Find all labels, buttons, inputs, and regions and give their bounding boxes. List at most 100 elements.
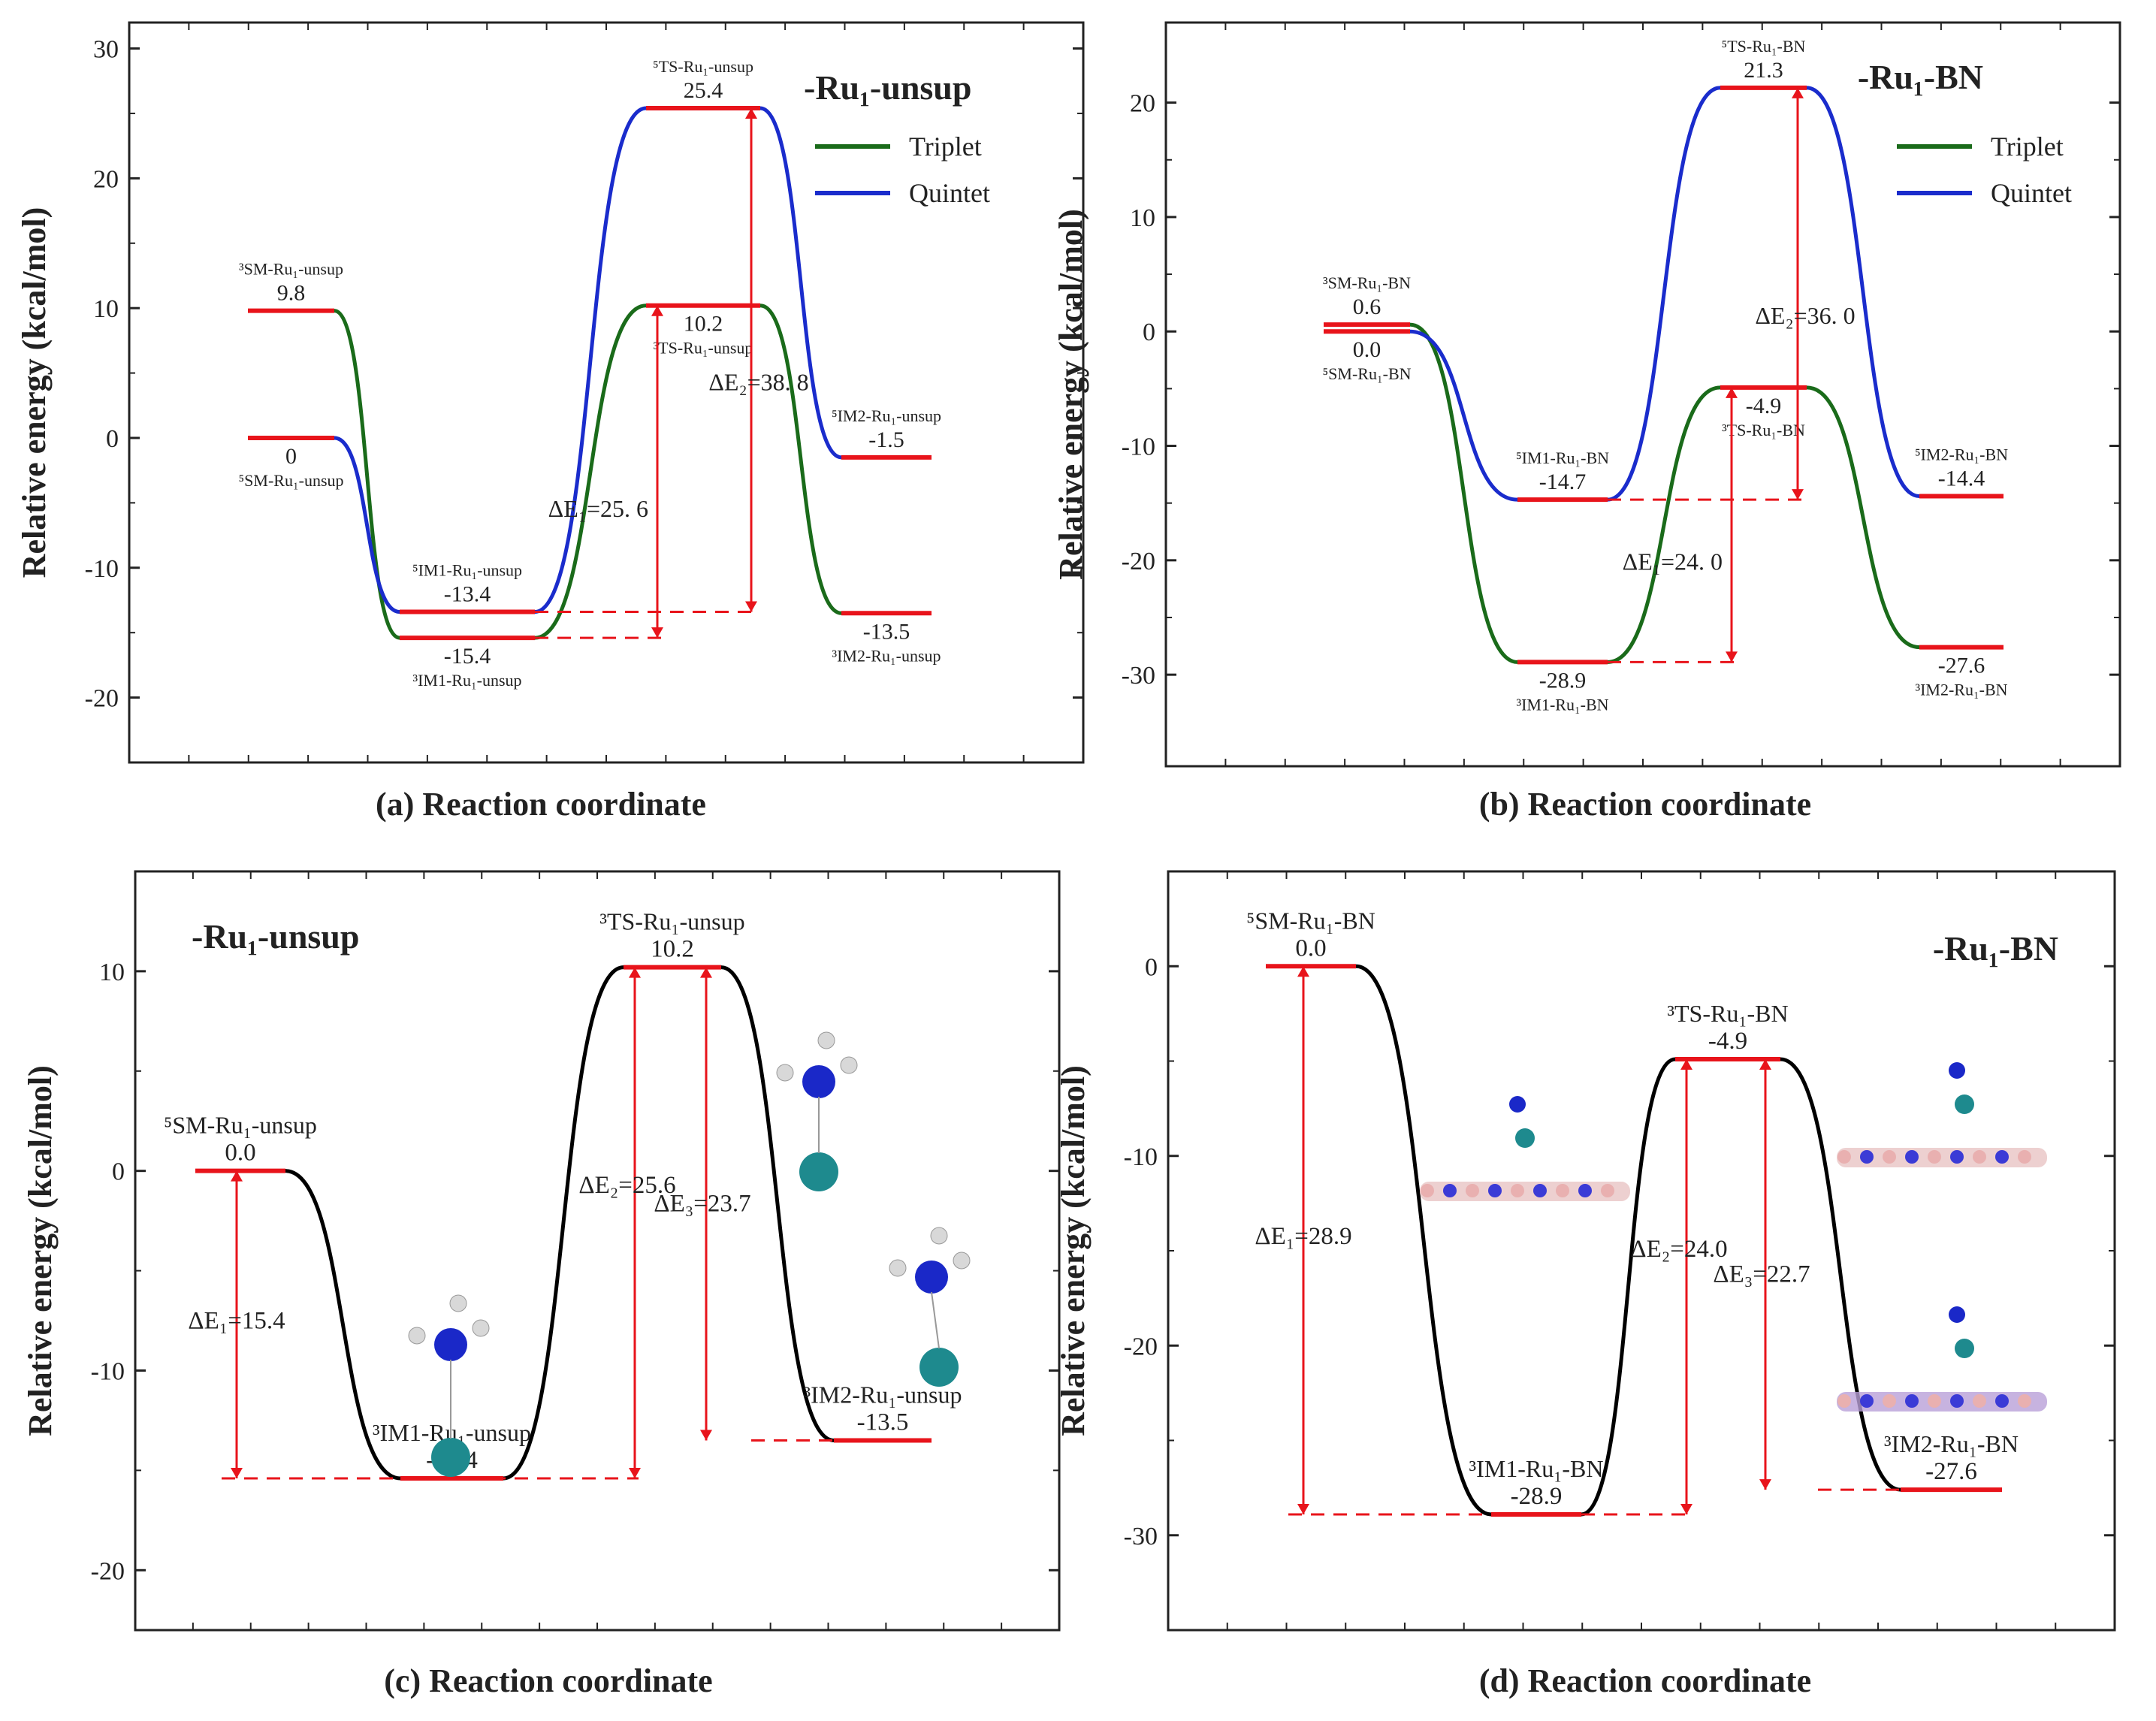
y-axis-label: Relative energy (kcal/mol)	[1052, 209, 1089, 580]
state-label: ⁵SM-Ru₁-unsup	[164, 1112, 317, 1139]
surface-atom	[1950, 1150, 1964, 1164]
nitrogen-atom	[802, 1065, 835, 1098]
delta-arrow-head	[629, 1468, 641, 1478]
y-tick-label: 0	[106, 425, 119, 453]
x-axis-label: (a) Reaction coordinate	[376, 786, 706, 823]
surface-atom	[1601, 1184, 1614, 1197]
delta-arrow-head	[1726, 387, 1738, 398]
y-tick-label: -10	[1122, 433, 1155, 461]
surface-atom	[2018, 1394, 2031, 1408]
surface-atom	[1995, 1394, 2009, 1408]
hydrogen-atom	[953, 1251, 971, 1270]
hydrogen-atom	[840, 1056, 858, 1074]
surface-slab	[1837, 1062, 2047, 1167]
energy-value: -13.4	[444, 582, 491, 607]
energy-value: -4.9	[1708, 1028, 1747, 1055]
energy-value: 25.4	[684, 78, 723, 103]
state-label: ³IM1-Ru₁-unsup	[412, 671, 521, 690]
y-tick-label: 0	[1145, 953, 1158, 981]
delta-arrow-head	[1792, 489, 1804, 500]
series-line-quintet	[1409, 86, 1920, 502]
delta-arrow-head	[1792, 87, 1804, 98]
energy-value: -1.5	[868, 427, 904, 452]
nitrogen-atom	[915, 1261, 948, 1294]
chart-panel-b: -30 -20 -10 0 10 20 Relative energy (kcal/mol)…	[1052, 21, 2121, 823]
series-line-path	[1355, 964, 1901, 1517]
delta-arrow-head	[1297, 1503, 1309, 1514]
chart-panel-d: -30 -20 -10 0 Relative energy (kcal/mol) (d) …	[1055, 870, 2116, 1699]
chart-title: -Ru₁-BN	[1858, 58, 1983, 96]
y-axis-label: Relative energy (kcal/mol)	[22, 1065, 59, 1436]
state-label: ⁵TS-Ru₁-BN	[1722, 37, 1806, 56]
state-label: ³TS-Ru₁-unsup	[654, 339, 753, 358]
y-tick-label: -20	[1124, 1333, 1158, 1360]
ruthenium-atom	[1955, 1094, 1974, 1114]
energy-value: 10.2	[651, 936, 694, 963]
energy-value: -27.6	[1938, 654, 1985, 678]
delta-arrow-head	[651, 305, 663, 316]
delta-label: ΔE₁=28.9	[1255, 1223, 1351, 1250]
y-tick-label: 10	[99, 959, 125, 986]
y-tick-label: -20	[91, 1557, 125, 1585]
delta-label: ΔE₁=15.4	[188, 1307, 285, 1334]
surface-atom	[1995, 1150, 2009, 1164]
delta-label: ΔE₃=23.7	[654, 1191, 750, 1218]
delta-label: ΔE₂=36. 0	[1755, 302, 1855, 329]
surface-atom	[1443, 1184, 1457, 1197]
state-label: ⁵SM-Ru₁-BN	[1322, 364, 1411, 383]
surface-atom	[1928, 1394, 1941, 1408]
legend-label: Quintet	[909, 178, 990, 208]
state-label: ⁵IM2-Ru₁-unsup	[832, 406, 941, 425]
y-axis-label: Relative energy (kcal/mol)	[1055, 1065, 1092, 1436]
series-line-triplet	[1409, 322, 1920, 664]
molecule-structure	[889, 1227, 971, 1387]
hydrogen-atom	[930, 1227, 948, 1245]
hydrogen-atom	[408, 1327, 426, 1345]
state-label: ³IM2-Ru₁-BN	[1915, 681, 2007, 699]
series-line-triplet	[334, 303, 842, 640]
state-label: ⁵SM-Ru₁-BN	[1246, 907, 1375, 934]
energy-value: -27.6	[1925, 1458, 1977, 1485]
state-label: ³TS-Ru₁-BN	[1722, 421, 1805, 439]
y-tick-label: 30	[93, 36, 119, 64]
surface-atom	[1837, 1394, 1851, 1408]
chart-title: -Ru₁-unsup	[192, 917, 359, 956]
surface-slab	[1420, 1096, 1630, 1201]
molecule-structure	[408, 1294, 490, 1477]
energy-value: 0	[285, 444, 297, 469]
chart-title: -Ru₁-BN	[1933, 929, 2058, 968]
surface-atom	[1883, 1150, 1896, 1164]
hydrogen-atom	[472, 1319, 490, 1337]
state-label: ³SM-Ru₁-BN	[1323, 273, 1411, 292]
hydrogen-atom	[817, 1031, 835, 1049]
y-tick-label: 20	[1130, 90, 1155, 118]
surface-atom	[1860, 1394, 1874, 1408]
state-label: ³IM2-Ru₁-BN	[1884, 1430, 2019, 1457]
x-axis-label: (c) Reaction coordinate	[384, 1662, 712, 1699]
state-label: ³SM-Ru₁-unsup	[239, 260, 343, 279]
series-line-quintet	[334, 106, 842, 614]
ruthenium-atom	[431, 1438, 470, 1477]
y-tick-label: 0	[112, 1158, 125, 1186]
hydrogen-atom	[889, 1259, 907, 1277]
delta-label: ΔE₂=38. 8	[708, 368, 808, 395]
legend-label: Quintet	[1991, 178, 2072, 208]
surface-atom	[2018, 1150, 2031, 1164]
y-tick-label: -10	[91, 1357, 125, 1385]
x-axis-label: (d) Reaction coordinate	[1479, 1662, 1811, 1699]
delta-arrow-head	[1759, 1058, 1771, 1070]
delta-label: ΔE₂=24.0	[1630, 1236, 1727, 1263]
energy-value: 0.0	[1353, 337, 1381, 362]
ruthenium-atom	[1955, 1339, 1974, 1358]
ruthenium-atom	[1515, 1128, 1535, 1148]
energy-value: -28.9	[1511, 1483, 1563, 1510]
y-tick-label: 10	[1130, 204, 1155, 232]
series-line-path	[285, 965, 835, 1481]
surface-atom	[1837, 1150, 1851, 1164]
chart-title: -Ru₁-unsup	[804, 68, 971, 107]
delta-label: ΔE₃=22.7	[1713, 1261, 1810, 1288]
legend-label: Triplet	[1991, 131, 2064, 162]
surface-atom	[1511, 1184, 1524, 1197]
state-label: ³IM2-Ru₁-unsup	[832, 646, 941, 665]
